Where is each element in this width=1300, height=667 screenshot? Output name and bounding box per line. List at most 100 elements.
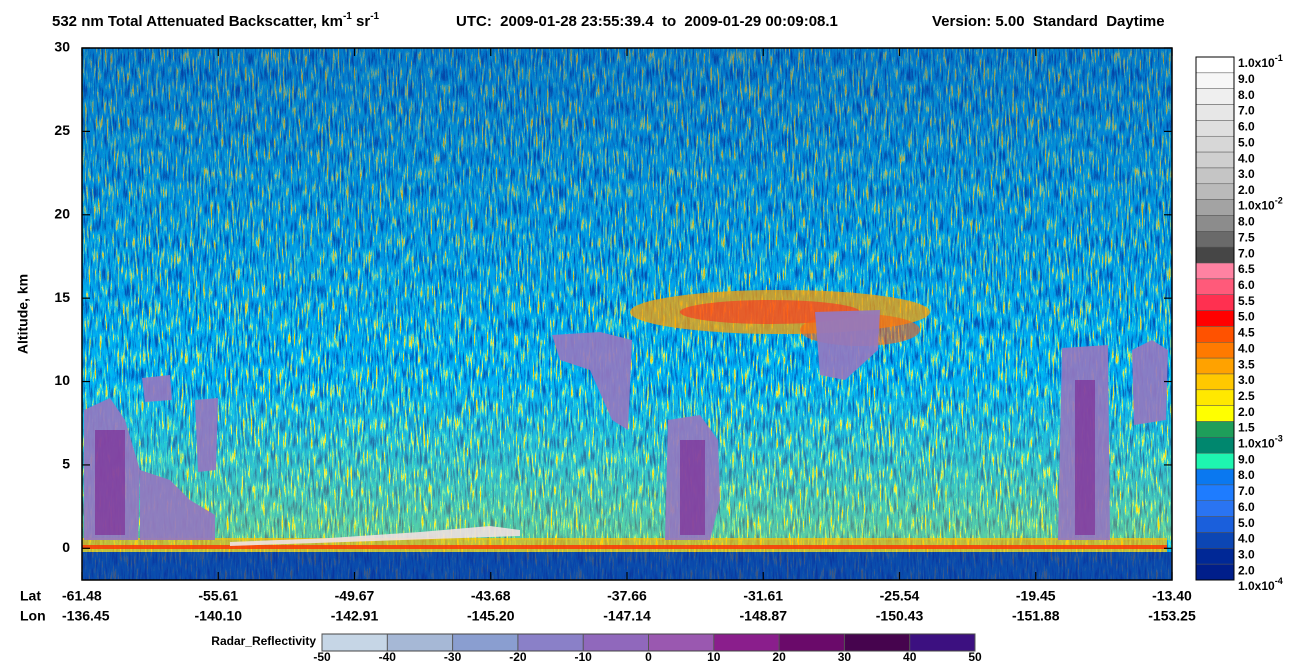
y-tick-label: 30 [54, 39, 70, 55]
lat-tick-label: -37.66 [607, 588, 647, 604]
lon-tick-label: -148.87 [740, 608, 788, 624]
scale-label-text: 1.0x10 [1238, 199, 1275, 213]
backscatter-image [82, 48, 1172, 580]
scale-color-box [1195, 373, 1235, 391]
radar-tick-label: 20 [772, 650, 786, 664]
radar-cloud [815, 310, 880, 380]
radar-color-box [452, 634, 518, 651]
radar-color-box [517, 634, 584, 651]
scale-color-box [1195, 452, 1235, 470]
title-superscript: -1 [370, 11, 379, 22]
radar-color-box [909, 634, 975, 651]
scale-label: 1.0x10-3 [1238, 434, 1283, 451]
scale-label-text: 1.0x10 [1238, 437, 1275, 451]
radar-tick-label: 40 [903, 650, 917, 664]
radar-core [1075, 380, 1095, 535]
lon-tick-label: -140.10 [195, 608, 243, 624]
scale-label: 8.0 [1238, 88, 1255, 102]
scale-label-superscript: -4 [1275, 576, 1283, 586]
scale-label: 3.0 [1238, 373, 1255, 387]
scale-color-box [1195, 88, 1235, 105]
radar-color-box [713, 634, 780, 651]
lat-tick-label: -55.61 [198, 588, 238, 604]
lat-label: Lat [20, 588, 41, 604]
title-text: sr [352, 13, 371, 30]
scale-label: 5.0 [1238, 310, 1255, 324]
scale-color-box [1195, 278, 1235, 295]
lat-tick-label: -49.67 [335, 588, 375, 604]
scale-color-box [1195, 468, 1235, 486]
scale-label: 2.0 [1238, 405, 1255, 419]
scale-label: 6.0 [1238, 500, 1255, 514]
radar-cores [95, 380, 1095, 535]
scale-color-box [1195, 135, 1235, 153]
lon-tick-label: -151.88 [1012, 608, 1060, 624]
scale-color-box [1195, 405, 1235, 422]
scale-label: 4.0 [1238, 151, 1255, 165]
scale-color-box [1195, 120, 1235, 137]
scale-label: 7.0 [1238, 246, 1255, 260]
scale-label: 3.5 [1238, 357, 1255, 371]
y-tick-label: 25 [54, 122, 70, 138]
scale-label: 2.0 [1238, 563, 1255, 577]
scale-label: 6.0 [1238, 120, 1255, 134]
radar-cloud [552, 332, 632, 430]
y-tick-label: 20 [54, 205, 70, 221]
scale-label: 4.5 [1238, 326, 1255, 340]
scale-label: 7.5 [1238, 231, 1255, 245]
scale-color-box [1195, 310, 1235, 327]
scale-label-text: 1.0x10 [1238, 579, 1275, 593]
lat-tick-label: -43.68 [471, 588, 511, 604]
scale-color-box [1195, 167, 1235, 185]
scale-color-box [1195, 246, 1235, 264]
scale-label: 7.0 [1238, 104, 1255, 118]
radar-color-box [322, 634, 388, 651]
radar-color-box [648, 634, 714, 651]
scale-color-box [1195, 563, 1235, 581]
radar-tick-label: 30 [838, 650, 852, 664]
scale-color-box [1195, 183, 1235, 200]
scale-color-box [1195, 294, 1235, 311]
y-axis-label: Altitude, km [15, 274, 31, 354]
scale-label: 8.0 [1238, 215, 1255, 229]
radar-tick-label: -20 [509, 650, 527, 664]
scale-label: 5.5 [1238, 294, 1255, 308]
scale-frame [1195, 56, 1235, 581]
surface-return [82, 545, 1167, 549]
scale-color-box [1195, 484, 1235, 502]
scale-color-box [1195, 437, 1235, 454]
y-tick-label: 0 [62, 539, 70, 555]
scale-label: 4.0 [1238, 532, 1255, 546]
scale-label: 2.5 [1238, 389, 1255, 403]
scale-label-superscript: -1 [1275, 53, 1283, 63]
scale-label: 5.0 [1238, 516, 1255, 530]
radar-color-box [844, 634, 910, 651]
lon-tick-label: -142.91 [331, 608, 379, 624]
scale-color-box [1195, 357, 1235, 375]
scale-label: 2.0 [1238, 183, 1255, 197]
scale-label: 9.0 [1238, 72, 1255, 86]
scale-label: 1.0x10-1 [1238, 53, 1283, 70]
radar-cloud [142, 375, 172, 402]
radar-label: Radar_Reflectivity [211, 634, 316, 648]
scale-color-box [1195, 516, 1235, 533]
lat-tick-label: -19.45 [1016, 588, 1056, 604]
lon-label: Lon [20, 608, 46, 624]
lat-tick-label: -25.54 [880, 588, 920, 604]
scale-label: 4.0 [1238, 341, 1255, 355]
cirrus-core [680, 300, 860, 324]
scale-label: 3.0 [1238, 547, 1255, 561]
title-superscript: -1 [343, 11, 352, 22]
y-tick-label: 15 [54, 289, 70, 305]
scale-color-box [1195, 421, 1235, 438]
y-tick-label: 10 [54, 372, 70, 388]
chart-title: 532 nm Total Attenuated Backscatter, km-… [52, 11, 380, 30]
radar-tick-label: -10 [575, 650, 593, 664]
scale-label-superscript: -2 [1275, 196, 1283, 206]
scale-label: 5.0 [1238, 135, 1255, 149]
radar-tick-label: 0 [645, 650, 652, 664]
scale-label: 1.0x10-2 [1238, 196, 1283, 213]
scale-color-box [1195, 56, 1235, 74]
scale-color-box [1195, 215, 1235, 232]
